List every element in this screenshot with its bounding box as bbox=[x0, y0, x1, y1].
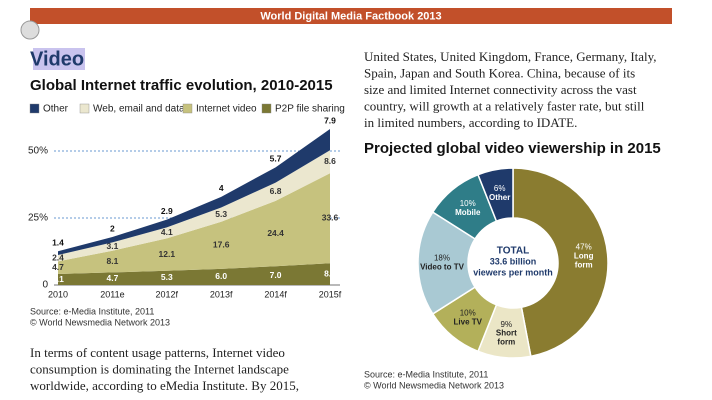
center-text: viewers per month bbox=[473, 267, 553, 277]
area-band bbox=[58, 150, 330, 262]
x-tick-label: 2013f bbox=[210, 289, 233, 299]
data-label: 2 bbox=[110, 223, 115, 233]
data-label: 7.9 bbox=[324, 115, 336, 125]
body-text: worldwide, according to eMedia Institute… bbox=[30, 378, 299, 393]
data-label: 2.9 bbox=[161, 206, 173, 216]
section-title: Video bbox=[30, 48, 84, 70]
slice-label-line: Short bbox=[496, 329, 517, 338]
data-label: 1.4 bbox=[52, 237, 64, 247]
legend-swatch bbox=[79, 103, 90, 114]
area-band bbox=[58, 173, 330, 275]
highlight bbox=[33, 48, 85, 70]
data-label: 5.7 bbox=[270, 154, 282, 164]
data-label: 12.1 bbox=[159, 249, 176, 259]
data-label: 24.4 bbox=[267, 228, 284, 238]
data-label: 2.4 bbox=[52, 252, 64, 262]
y-tick-label: 0 bbox=[42, 280, 48, 291]
slice-label-line: Long bbox=[574, 251, 594, 260]
data-label: 7.0 bbox=[270, 270, 282, 280]
data-label: 8.1 bbox=[106, 256, 118, 266]
slice-value: 47% bbox=[576, 242, 592, 251]
legend-label: Other bbox=[43, 104, 69, 115]
slice-label: Mobile bbox=[455, 208, 481, 217]
slice-label: Video to TV bbox=[420, 263, 465, 272]
x-tick-label: 2015f bbox=[319, 289, 342, 299]
data-label: 4.1 bbox=[52, 274, 64, 284]
legend-label: Web, email and data bbox=[93, 104, 185, 115]
slice-label: Long form bbox=[574, 251, 594, 269]
legend-swatch bbox=[261, 103, 272, 114]
x-tick-label: 2012f bbox=[156, 289, 179, 299]
body-text: size and limited Internet connectivity a… bbox=[364, 82, 637, 97]
data-label: 6.8 bbox=[270, 186, 282, 196]
slice-label-line: form bbox=[575, 260, 593, 269]
slice-value: 10% bbox=[460, 308, 476, 317]
y-tick-label: 50% bbox=[28, 146, 48, 157]
x-tick-label: 2011e bbox=[100, 289, 124, 299]
body-text: United States, United Kingdom, France, G… bbox=[364, 49, 657, 64]
body-text: country, will growth at a relatively fas… bbox=[364, 98, 645, 113]
slice-label-line: form bbox=[497, 338, 515, 347]
body-text: Spain, Japan and South Korea. China, bec… bbox=[364, 65, 635, 80]
center-text: 33.6 billion bbox=[490, 256, 537, 266]
source: © World Newsmedia Network 2013 bbox=[364, 380, 504, 390]
pie-slice bbox=[512, 167, 609, 358]
chart-title: Global Internet traffic evolution, 2010-… bbox=[30, 77, 333, 94]
data-label: 4.7 bbox=[52, 262, 64, 272]
body-text: consumption is dominating the Internet l… bbox=[30, 361, 289, 376]
slice-value: 9% bbox=[501, 320, 513, 329]
back-button[interactable] bbox=[20, 20, 40, 40]
data-label: 5.3 bbox=[215, 209, 227, 219]
legend-label: P2P file sharing bbox=[275, 104, 345, 115]
slice-value: 10% bbox=[460, 199, 476, 208]
source: © World Newsmedia Network 2013 bbox=[30, 317, 170, 327]
x-tick-label: 2014f bbox=[264, 289, 287, 299]
header-title: World Digital Media Factbook 2013 bbox=[260, 10, 441, 22]
header-band bbox=[30, 8, 672, 24]
slice-label: Live TV bbox=[454, 317, 483, 326]
data-label: 4 bbox=[219, 183, 224, 193]
area-band bbox=[58, 263, 330, 285]
body-text: In terms of content usage patterns, Inte… bbox=[30, 345, 285, 360]
pie-slice bbox=[477, 167, 514, 223]
slice-value: 6% bbox=[494, 184, 506, 193]
chart-title: Projected global video viewership in 201… bbox=[364, 140, 661, 157]
data-label: 3.1 bbox=[106, 241, 118, 251]
data-label: 8.6 bbox=[324, 156, 336, 166]
legend-swatch bbox=[29, 103, 40, 114]
body-text: in limited numbers, according to IDATE. bbox=[364, 115, 577, 130]
data-label: 33.6 bbox=[322, 213, 339, 223]
legend-swatch bbox=[182, 103, 193, 114]
slice-label: Other bbox=[489, 193, 510, 202]
data-label: 6.0 bbox=[215, 271, 227, 281]
center-text: TOTAL bbox=[497, 246, 529, 257]
y-tick-label: 25% bbox=[28, 213, 48, 224]
slice-value: 18% bbox=[434, 254, 450, 263]
data-label: 17.6 bbox=[213, 240, 230, 250]
x-tick-label: 2010 bbox=[48, 289, 68, 299]
source: Source: e-Media Institute, 2011 bbox=[364, 369, 488, 379]
source: Source: e-Media Institute, 2011 bbox=[30, 306, 154, 316]
data-label: 4.7 bbox=[106, 273, 118, 283]
slice-label: Short form bbox=[496, 329, 517, 347]
data-label: 8.1 bbox=[324, 268, 336, 278]
data-label: 4.1 bbox=[161, 227, 173, 237]
data-label: 5.3 bbox=[161, 272, 173, 282]
legend-label: Internet video bbox=[196, 104, 257, 115]
